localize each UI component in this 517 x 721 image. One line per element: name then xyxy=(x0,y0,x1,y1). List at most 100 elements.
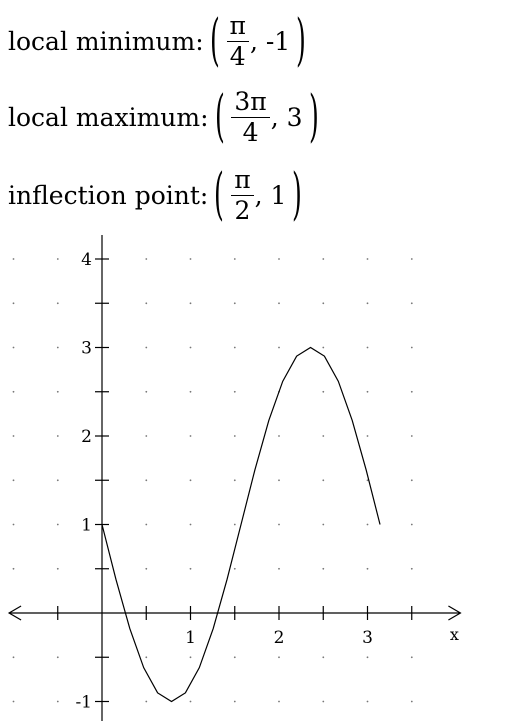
grid-dot xyxy=(233,302,236,305)
grid-dot xyxy=(56,567,59,570)
grid-dot xyxy=(56,302,59,305)
grid-dot xyxy=(189,390,192,393)
local-maximum-row: local maximum: ( 3π 4 , 3 ) xyxy=(8,80,324,154)
grid-dot xyxy=(189,346,192,349)
left-paren: ( xyxy=(214,84,225,149)
grid-dot xyxy=(410,479,413,482)
grid-dot xyxy=(12,435,15,437)
grid-dot xyxy=(56,435,59,437)
grid-dot xyxy=(56,656,59,659)
inflection-point-row: inflection point: ( π 2 , 1 ) xyxy=(8,158,308,232)
grid-dot xyxy=(145,567,148,570)
grid-dot xyxy=(366,302,369,305)
function-graph: 123-11234xy xyxy=(7,235,462,721)
numerator: 3π xyxy=(231,87,270,118)
grid-dot xyxy=(278,479,280,482)
grid-dot xyxy=(233,390,236,393)
x-tick-label: 2 xyxy=(274,628,285,648)
fraction: π 4 xyxy=(226,11,249,72)
tick-marks xyxy=(57,258,413,703)
grid-dot xyxy=(366,346,369,349)
grid-dot xyxy=(322,479,325,482)
fraction: π 2 xyxy=(231,165,254,226)
grid-dot xyxy=(278,656,280,659)
x-axis-left-arrow xyxy=(7,605,22,621)
series-line-curve xyxy=(101,346,381,703)
grid-dot xyxy=(322,258,325,260)
grid-dot xyxy=(145,479,148,482)
grid-dot xyxy=(233,435,236,437)
right-paren: ) xyxy=(292,162,303,227)
grid-dot xyxy=(410,435,413,437)
grid-dot xyxy=(56,523,59,526)
grid-dot xyxy=(410,346,413,349)
grid-dot xyxy=(233,346,236,349)
grid-dot xyxy=(322,390,325,393)
grid-dot xyxy=(145,700,148,703)
grid-dot xyxy=(56,479,59,482)
grid-dot xyxy=(278,435,280,437)
grid-dot xyxy=(322,523,325,526)
grid-dot xyxy=(410,567,413,570)
denominator: 4 xyxy=(229,41,246,71)
grid-dot xyxy=(410,258,413,260)
grid-dot xyxy=(12,390,15,393)
coordinate-y: , 3 xyxy=(270,102,303,132)
grid-dot xyxy=(233,523,236,526)
grid-dot xyxy=(56,258,59,260)
grid-dot xyxy=(366,700,369,703)
grid-dot xyxy=(12,523,15,526)
grid-dot xyxy=(145,523,148,526)
local-maximum-label: local maximum: xyxy=(8,102,209,132)
grid-dot xyxy=(278,523,280,526)
y-tick-label: 2 xyxy=(81,427,92,447)
x-axis-right-arrow xyxy=(448,605,462,621)
grid-dot xyxy=(233,479,236,482)
denominator: 2 xyxy=(234,195,251,225)
grid-dot xyxy=(278,346,280,349)
numerator: π xyxy=(226,11,249,42)
grid-dot xyxy=(322,567,325,570)
coordinate-y: , -1 xyxy=(249,26,291,56)
inflection-point-label: inflection point: xyxy=(8,180,209,210)
grid-dot xyxy=(12,258,15,260)
grid-dot xyxy=(322,302,325,305)
grid-dot xyxy=(366,479,369,482)
grid-dot xyxy=(322,656,325,659)
grid-dot xyxy=(145,258,148,260)
grid-dot xyxy=(145,346,148,349)
grid-dot xyxy=(233,656,236,659)
grid-dot xyxy=(322,435,325,437)
grid-dot xyxy=(366,258,369,260)
grid-dot xyxy=(278,258,280,260)
grid-dot xyxy=(366,435,369,437)
y-tick-label: 1 xyxy=(81,516,92,536)
grid-dot xyxy=(189,479,192,482)
grid-dot xyxy=(233,258,236,260)
left-paren: ( xyxy=(214,162,225,227)
y-tick-label: 4 xyxy=(81,250,92,270)
grid-dot xyxy=(56,346,59,349)
grid-dot xyxy=(12,346,15,349)
grid-dot xyxy=(189,700,192,703)
grid-dot xyxy=(233,700,236,703)
grid-dot xyxy=(56,390,59,393)
right-paren: ) xyxy=(308,84,319,149)
grid-dot xyxy=(12,479,15,482)
grid-dot xyxy=(145,390,148,393)
fraction: 3π 4 xyxy=(231,87,270,148)
dot-grid xyxy=(12,258,413,703)
axes xyxy=(7,235,462,721)
grid-dot xyxy=(278,567,280,570)
grid-dot xyxy=(189,302,192,305)
x-tick-label: 3 xyxy=(362,628,373,648)
numerator: π xyxy=(231,165,254,196)
coordinate-y: , 1 xyxy=(254,180,287,210)
grid-dot xyxy=(189,523,192,526)
grid-dot xyxy=(12,302,15,305)
grid-dot xyxy=(12,656,15,659)
local-minimum-row: local minimum: ( π 4 , -1 ) xyxy=(8,4,312,78)
grid-dot xyxy=(189,258,192,260)
grid-dot xyxy=(410,656,413,659)
grid-dot xyxy=(12,567,15,570)
